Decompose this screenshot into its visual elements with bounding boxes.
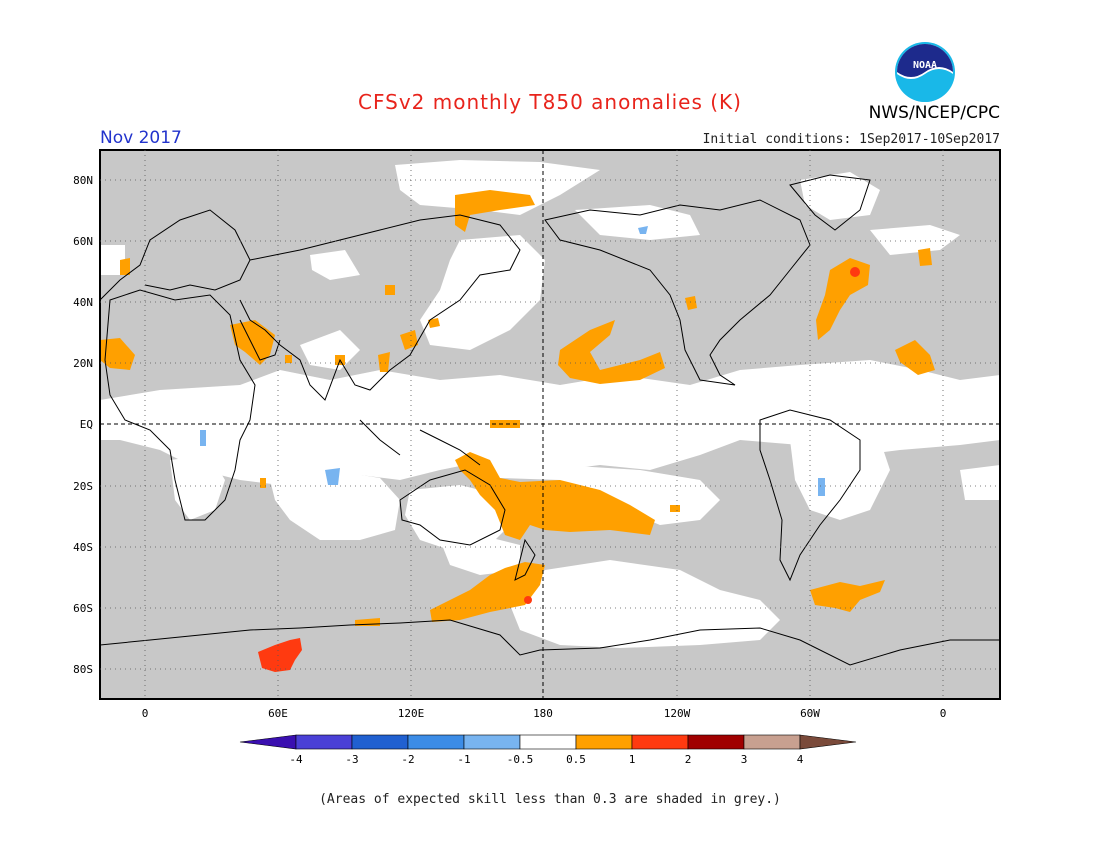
- colorbar-segment: [519, 734, 577, 750]
- colorbar-label: -1: [457, 753, 470, 766]
- lat-label: 20N: [73, 357, 93, 370]
- colorbar-segment: [799, 734, 857, 750]
- colorbar-segment: [463, 734, 521, 750]
- strong-warm-anomaly-regions: [258, 267, 860, 672]
- colorbar-label: -2: [401, 753, 414, 766]
- colorbar-segment: [743, 734, 801, 750]
- cool-anomaly-regions: [200, 226, 825, 496]
- colorbar-label: -3: [345, 753, 358, 766]
- lon-label: 60E: [268, 707, 288, 720]
- lat-label: 80N: [73, 174, 93, 187]
- agency-label: NWS/NCEP/CPC: [868, 103, 1000, 123]
- lat-label: 60N: [73, 235, 93, 248]
- colorbar-label: 3: [741, 753, 748, 766]
- colorbar: -4 -3 -2 -1 -0.5 0.5 1 2 3 4: [239, 734, 857, 766]
- gridlines: [100, 150, 1000, 699]
- colorbar-label: 2: [685, 753, 692, 766]
- lon-label: 0: [940, 707, 947, 720]
- colorbar-segment: [295, 734, 353, 750]
- chart-title: CFSv2 monthly T850 anomalies (K): [358, 90, 742, 114]
- neutral-regions: [100, 160, 1000, 648]
- colorbar-label: -4: [289, 753, 303, 766]
- lat-label: 80S: [73, 663, 93, 676]
- lat-label: 60S: [73, 602, 93, 615]
- logo-text: NOAA: [913, 60, 937, 71]
- colorbar-label: 4: [797, 753, 804, 766]
- lat-label: EQ: [80, 418, 93, 431]
- latitude-labels: 80N 60N 40N 20N EQ 20S 40S 60S 80S: [73, 174, 93, 676]
- colorbar-segment: [631, 734, 689, 750]
- lon-label: 60W: [800, 707, 820, 720]
- colorbar-label: -0.5: [507, 753, 534, 766]
- noaa-logo: NOAA: [895, 42, 955, 102]
- forecast-month: Nov 2017: [100, 128, 182, 148]
- colorbar-segment: [239, 734, 297, 750]
- lat-label: 40N: [73, 296, 93, 309]
- longitude-labels: 0 60E 120E 180 120W 60W 0: [142, 707, 947, 720]
- lon-label: 120E: [398, 707, 425, 720]
- lat-label: 20S: [73, 480, 93, 493]
- skill-footnote: (Areas of expected skill less than 0.3 a…: [319, 792, 781, 807]
- colorbar-segment: [407, 734, 465, 750]
- lon-label: 0: [142, 707, 149, 720]
- lon-label: 120W: [664, 707, 691, 720]
- colorbar-segment: [687, 734, 745, 750]
- colorbar-label: 0.5: [566, 753, 586, 766]
- colorbar-label: 1: [629, 753, 636, 766]
- lat-label: 40S: [73, 541, 93, 554]
- colorbar-segment: [575, 734, 633, 750]
- initial-conditions: Initial conditions: 1Sep2017-10Sep2017: [702, 132, 1000, 147]
- colorbar-segment: [351, 734, 409, 750]
- lon-label: 180: [533, 707, 553, 720]
